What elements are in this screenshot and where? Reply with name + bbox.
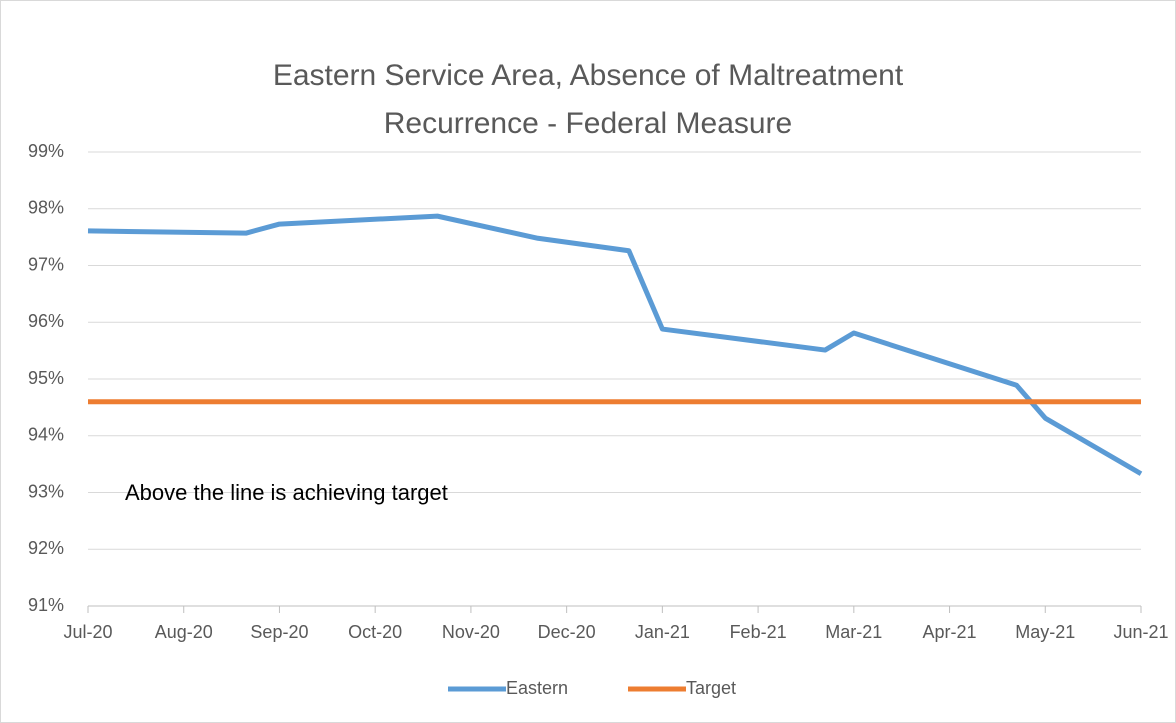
x-tick-label: Oct-20 xyxy=(348,622,402,642)
x-tick-label: May-21 xyxy=(1015,622,1075,642)
x-tick-label: Aug-20 xyxy=(155,622,213,642)
y-tick-label: 96% xyxy=(28,311,64,331)
x-tick-label: Apr-21 xyxy=(923,622,977,642)
x-tick-label: Jun-21 xyxy=(1113,622,1168,642)
annotation: Above the line is achieving target xyxy=(125,480,448,505)
x-tick-label: Jan-21 xyxy=(635,622,690,642)
x-tick-label: Jul-20 xyxy=(63,622,112,642)
legend-label: Target xyxy=(686,678,736,698)
chart-title: Eastern Service Area, Absence of Maltrea… xyxy=(272,59,904,140)
x-tick-label: Mar-21 xyxy=(825,622,882,642)
x-tick-label: Sep-20 xyxy=(250,622,308,642)
y-tick-label: 99% xyxy=(28,141,64,161)
series-line xyxy=(87,213,1143,476)
x-tick-label: Feb-21 xyxy=(730,622,787,642)
y-tick-label: 91% xyxy=(28,595,64,615)
x-tick-label: Dec-20 xyxy=(538,622,596,642)
legend-label: Eastern xyxy=(506,678,568,698)
y-tick-label: 98% xyxy=(28,198,64,218)
y-tick-label: 94% xyxy=(28,425,64,445)
y-tick-label: 93% xyxy=(28,481,64,501)
y-tick-label: 97% xyxy=(28,254,64,274)
x-tick-label: Nov-20 xyxy=(442,622,500,642)
y-tick-label: 92% xyxy=(28,538,64,558)
y-tick-label: 95% xyxy=(28,368,64,388)
